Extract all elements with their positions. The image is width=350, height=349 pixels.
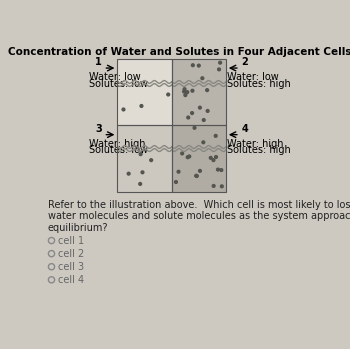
Text: Solutes: low: Solutes: low: [90, 79, 148, 89]
Circle shape: [184, 94, 187, 97]
Circle shape: [201, 77, 204, 80]
Text: Solutes: low: Solutes: low: [90, 146, 148, 155]
Text: Water: low: Water: low: [90, 72, 141, 82]
Text: Refer to the illustration above.  Which cell is most likely to lose both
water m: Refer to the illustration above. Which c…: [48, 200, 350, 233]
Text: 4: 4: [241, 124, 248, 134]
Circle shape: [181, 152, 183, 155]
Circle shape: [214, 134, 217, 137]
Circle shape: [177, 170, 180, 173]
Text: cell 2: cell 2: [58, 249, 84, 259]
Circle shape: [140, 105, 143, 107]
Circle shape: [193, 126, 196, 129]
Circle shape: [186, 156, 189, 158]
Circle shape: [219, 61, 222, 64]
Circle shape: [218, 68, 220, 71]
Circle shape: [187, 116, 190, 119]
Bar: [172, 125, 226, 192]
Circle shape: [183, 88, 186, 90]
Text: Concentration of Water and Solutes in Four Adjacent Cells: Concentration of Water and Solutes in Fo…: [8, 47, 350, 57]
Circle shape: [220, 169, 223, 171]
Circle shape: [202, 141, 205, 144]
Circle shape: [217, 168, 219, 171]
Text: Water: low: Water: low: [228, 72, 279, 82]
Circle shape: [167, 93, 170, 96]
Circle shape: [139, 153, 142, 156]
Bar: [117, 125, 172, 192]
Circle shape: [212, 159, 215, 162]
Text: 1: 1: [95, 57, 102, 67]
Circle shape: [215, 156, 217, 158]
Text: Solutes: high: Solutes: high: [228, 79, 291, 89]
Circle shape: [195, 174, 197, 177]
Circle shape: [206, 89, 209, 91]
Circle shape: [198, 106, 201, 109]
Circle shape: [127, 172, 130, 175]
Text: cell 3: cell 3: [58, 262, 84, 272]
Circle shape: [191, 112, 194, 114]
Text: cell 1: cell 1: [58, 236, 84, 246]
Bar: [117, 59, 172, 125]
Bar: [117, 125, 172, 192]
Circle shape: [186, 91, 189, 94]
Text: Water: high: Water: high: [90, 139, 146, 149]
Text: 2: 2: [241, 57, 248, 67]
Text: cell 4: cell 4: [58, 275, 84, 285]
Circle shape: [212, 185, 215, 187]
Circle shape: [183, 90, 186, 93]
Circle shape: [188, 155, 191, 158]
Circle shape: [209, 156, 212, 159]
Text: Solutes: high: Solutes: high: [228, 146, 291, 155]
Circle shape: [141, 171, 144, 174]
Bar: [172, 59, 226, 125]
Circle shape: [122, 108, 125, 111]
Text: 3: 3: [95, 124, 102, 134]
Circle shape: [191, 89, 194, 92]
Circle shape: [220, 185, 223, 188]
Bar: [172, 125, 226, 192]
Circle shape: [198, 170, 201, 172]
Circle shape: [191, 64, 194, 67]
Circle shape: [206, 110, 209, 112]
Circle shape: [202, 119, 205, 121]
Circle shape: [175, 181, 177, 184]
Circle shape: [197, 64, 200, 67]
Bar: [117, 59, 172, 125]
Circle shape: [195, 174, 198, 177]
Circle shape: [139, 183, 142, 185]
Circle shape: [150, 159, 153, 162]
Text: Water: high: Water: high: [228, 139, 284, 149]
Bar: [172, 59, 226, 125]
